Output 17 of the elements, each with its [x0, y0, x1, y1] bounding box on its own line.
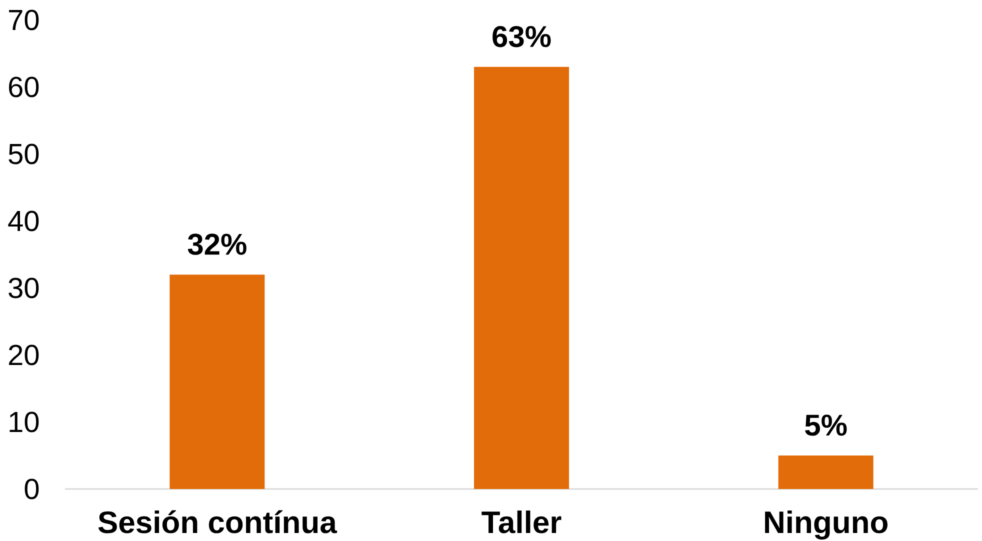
- x-tick-label: Sesión contínua: [98, 510, 338, 534]
- y-tick-label: 60: [9, 76, 39, 98]
- x-tick-label: Taller: [482, 510, 562, 534]
- y-tick-label: 0: [24, 478, 39, 500]
- y-tick-label: 30: [8, 278, 39, 298]
- bar: [170, 274, 265, 489]
- data-label: 5%: [805, 414, 847, 436]
- x-tick-label: Ninguno: [765, 510, 888, 540]
- y-tick-label: 40: [8, 210, 39, 232]
- bar: [474, 66, 570, 489]
- data-label: 32%: [188, 234, 246, 255]
- y-tick-label: 20: [9, 344, 39, 366]
- data-label: 63%: [492, 26, 551, 48]
- y-tick-label: 10: [10, 412, 39, 432]
- y-tick-label: 70: [9, 10, 39, 30]
- y-tick-label: 50: [8, 144, 39, 164]
- bar: [778, 456, 874, 489]
